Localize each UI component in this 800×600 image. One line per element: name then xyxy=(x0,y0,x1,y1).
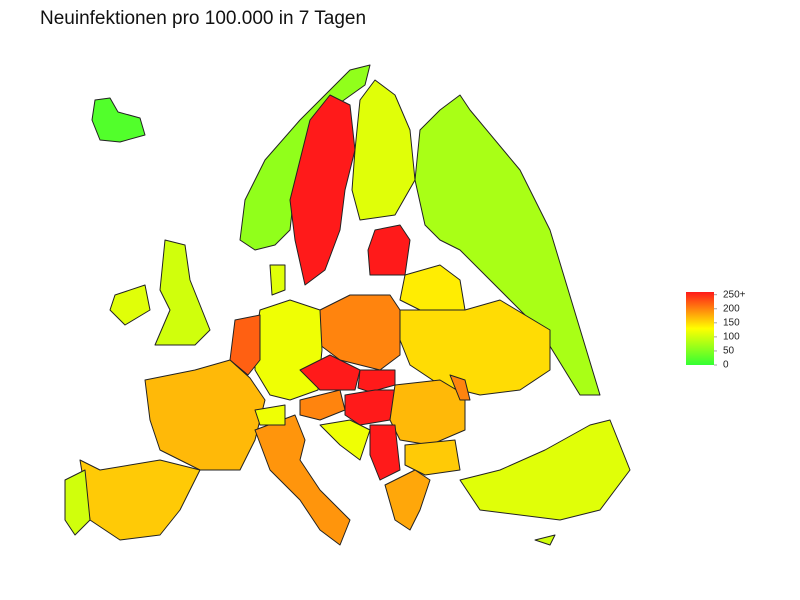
region xyxy=(404,439,461,476)
region xyxy=(91,97,146,143)
legend-colorbar xyxy=(686,292,714,365)
region xyxy=(254,299,323,401)
region xyxy=(269,264,286,296)
region xyxy=(449,374,471,401)
legend-label: 150 xyxy=(723,318,740,329)
region xyxy=(299,354,361,391)
region xyxy=(254,404,286,426)
legend-label: 0 xyxy=(723,360,729,371)
region xyxy=(367,224,411,276)
region xyxy=(254,414,351,546)
region xyxy=(399,299,551,396)
map-title: Neuinfektionen pro 100.000 in 7 Tagen xyxy=(40,8,366,29)
region xyxy=(319,419,371,461)
region xyxy=(239,64,371,251)
region xyxy=(144,359,266,471)
region xyxy=(459,419,631,521)
region xyxy=(319,294,401,371)
region xyxy=(414,94,601,396)
region xyxy=(369,424,401,481)
region xyxy=(109,284,151,326)
legend-label: 50 xyxy=(723,346,735,357)
region xyxy=(357,369,396,393)
region xyxy=(289,94,356,286)
region xyxy=(154,239,211,346)
region xyxy=(399,264,466,316)
region xyxy=(351,79,416,221)
region xyxy=(384,469,431,531)
region xyxy=(344,389,396,426)
legend-label: 100 xyxy=(723,332,740,343)
region xyxy=(229,314,261,376)
region xyxy=(389,379,466,446)
legend-label: 200 xyxy=(723,303,740,314)
region xyxy=(534,534,556,546)
legend-label: 250+ xyxy=(723,289,746,300)
region xyxy=(64,469,91,536)
region xyxy=(299,389,346,421)
region xyxy=(79,459,201,541)
